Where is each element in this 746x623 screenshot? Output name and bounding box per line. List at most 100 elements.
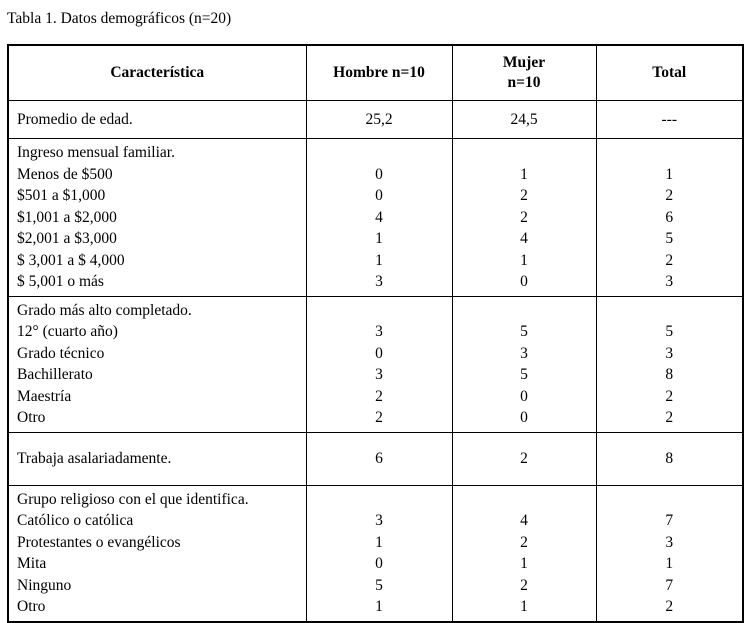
cell-value: 0: [520, 409, 528, 426]
row-label: $2,001 a $3,000: [17, 230, 117, 247]
cell-value: 3: [520, 344, 528, 362]
row-label-cell: Trabaja asalariadamente.: [7, 431, 307, 486]
col-header-caracteristica: Característica: [7, 44, 307, 101]
total-values-cell: 1 2 6 5 2 3: [595, 138, 744, 297]
cell-value: 3: [375, 273, 383, 290]
row-label: $ 5,001 o más: [17, 273, 104, 290]
hombre-value-cell: 6: [305, 431, 453, 486]
cell-value: 1: [520, 555, 528, 572]
mujer-value-cell: 24,5: [451, 100, 597, 139]
section-ingreso: Ingreso mensual familiar. Menos de $500 …: [7, 138, 744, 297]
row-label: Protestantes o evangélicos: [17, 533, 181, 551]
cell-value: 5: [375, 576, 383, 594]
row-label-cell: Promedio de edad.: [7, 100, 307, 139]
total-values-cell: 5 3 8 2 2: [595, 295, 744, 433]
section-label-cell: Ingreso mensual familiar. Menos de $500 …: [7, 138, 307, 297]
cell-value: 4: [375, 208, 383, 226]
row-trabaja: Trabaja asalariadamente. 6 2 8: [7, 431, 744, 486]
row-label: Maestría: [17, 387, 72, 405]
section-header: Grupo religioso con el que identifica.: [17, 490, 249, 508]
section-grupo: Grupo religioso con el que identifica. C…: [7, 484, 744, 622]
cell-value: 2: [520, 576, 528, 594]
row-label: $1,001 a $2,000: [17, 208, 117, 226]
col-header-mujer: Mujer n=10: [451, 44, 597, 101]
cell-value: 0: [520, 387, 528, 405]
section-label-cell: Grado más alto completado. 12° (cuarto a…: [7, 295, 307, 433]
col-header-mujer-line1: Mujer: [502, 54, 546, 71]
row-label: Mita: [17, 555, 47, 572]
cell-value: 1: [665, 165, 674, 183]
row-label: Otro: [17, 598, 46, 615]
cell-value: 2: [520, 208, 528, 226]
cell-value: 4: [520, 512, 528, 529]
mujer-values-cell: 4 2 1 2 1: [451, 484, 597, 622]
cell-value: 2: [665, 598, 674, 615]
row-label: Católico o católica: [17, 512, 134, 529]
col-header-total: Total: [595, 44, 744, 101]
spacer-line: [307, 142, 452, 164]
row-promedio: Promedio de edad. 25,2 24,5 ---: [7, 100, 744, 139]
cell-value: 5: [520, 323, 528, 340]
cell-value: 5: [665, 323, 674, 340]
cell-value: 0: [520, 273, 528, 290]
spacer-line: [597, 300, 743, 322]
row-label: Menos de $500: [17, 165, 113, 183]
section-label-cell: Grupo religioso con el que identifica. C…: [7, 484, 307, 622]
cell-value: 2: [665, 187, 674, 204]
cell-value: 2: [665, 251, 674, 269]
cell-value: 1: [375, 598, 383, 615]
cell-value: 3: [375, 512, 383, 529]
spacer-line: [453, 142, 596, 164]
total-value-cell: 8: [595, 431, 744, 486]
cell-value: 7: [665, 576, 674, 594]
hombre-values-cell: 0 0 4 1 1 3: [305, 138, 453, 297]
header-row: Característica Hombre n=10 Mujer n=10 To…: [7, 44, 744, 101]
cell-value: 5: [520, 366, 528, 383]
row-label: $ 3,001 a $ 4,000: [17, 251, 125, 269]
cell-value: 1: [375, 533, 383, 551]
cell-value: 1: [520, 165, 528, 183]
cell-value: 1: [375, 230, 383, 247]
total-values-cell: 7 3 1 7 2: [595, 484, 744, 622]
hombre-values-cell: 3 1 0 5 1: [305, 484, 453, 622]
cell-value: 1: [520, 251, 528, 269]
spacer-line: [453, 489, 596, 511]
hombre-values-cell: 3 0 3 2 2: [305, 295, 453, 433]
spacer-line: [597, 489, 743, 511]
mujer-values-cell: 1 2 2 4 1 0: [451, 138, 597, 297]
spacer-line: [597, 142, 743, 164]
row-label: Grado técnico: [17, 344, 105, 362]
cell-value: 6: [665, 208, 674, 226]
cell-value: 2: [665, 387, 674, 405]
col-header-mujer-line2: n=10: [507, 74, 541, 91]
mujer-value-cell: 2: [451, 431, 597, 486]
mujer-values-cell: 5 3 5 0 0: [451, 295, 597, 433]
cell-value: 2: [375, 387, 383, 405]
cell-value: 0: [375, 555, 383, 572]
row-label: Bachillerato: [17, 366, 93, 383]
col-header-hombre: Hombre n=10: [305, 44, 453, 101]
cell-value: 0: [375, 344, 383, 362]
cell-value: 1: [520, 598, 528, 615]
row-label: Ninguno: [17, 576, 72, 594]
row-label: $501 a $1,000: [17, 187, 106, 204]
total-value-cell: ---: [595, 100, 744, 139]
cell-value: 3: [665, 533, 674, 551]
cell-value: 3: [375, 323, 383, 340]
cell-value: 7: [665, 512, 674, 529]
demographics-table: Característica Hombre n=10 Mujer n=10 To…: [7, 44, 744, 623]
cell-value: 8: [665, 366, 674, 383]
spacer-line: [307, 489, 452, 511]
cell-value: 3: [665, 344, 674, 362]
section-header: Ingreso mensual familiar.: [17, 144, 175, 161]
cell-value: 1: [665, 555, 674, 572]
cell-value: 2: [375, 409, 383, 426]
cell-value: 2: [665, 409, 674, 426]
cell-value: 5: [665, 230, 674, 247]
section-header: Grado más alto completado.: [17, 301, 192, 319]
spacer-line: [453, 300, 596, 322]
table-title: Tabla 1. Datos demográficos (n=20): [7, 10, 232, 27]
cell-value: 4: [520, 230, 528, 247]
cell-value: 3: [375, 366, 383, 383]
